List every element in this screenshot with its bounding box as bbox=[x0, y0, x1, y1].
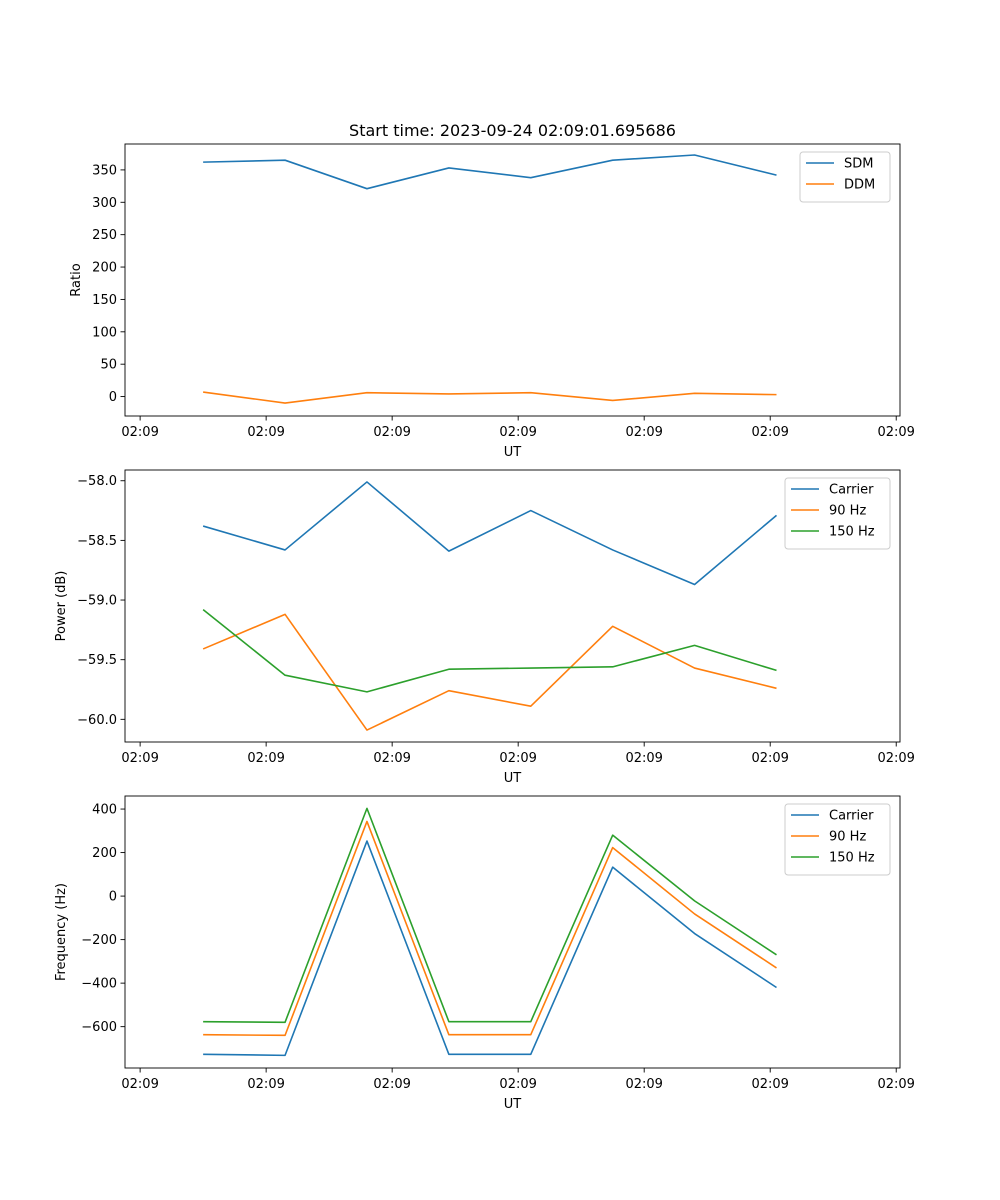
y-tick-label: 200 bbox=[92, 846, 117, 861]
x-tick-label: 02:09 bbox=[373, 1077, 410, 1092]
legend-label: 150 Hz bbox=[829, 525, 875, 540]
y-axis-label: Frequency (Hz) bbox=[54, 883, 69, 981]
chart-panel-1: 02:0902:0902:0902:0902:0902:0902:0902:10… bbox=[69, 143, 915, 460]
x-tick-label: 02:09 bbox=[877, 751, 914, 766]
series-line-90-hz bbox=[203, 820, 777, 1037]
series-line-150-hz bbox=[202, 608, 777, 693]
series-line-carrier bbox=[202, 481, 778, 586]
y-tick-label: 50 bbox=[100, 358, 117, 373]
legend-label: SDM bbox=[844, 157, 873, 172]
x-tick-label: 02:09 bbox=[751, 751, 788, 766]
y-tick-label: −59.5 bbox=[77, 653, 117, 668]
series-line-90-hz bbox=[202, 613, 777, 731]
y-tick-label: −58.5 bbox=[77, 534, 117, 549]
y-tick-label: −200 bbox=[81, 933, 117, 948]
x-axis-label: UT bbox=[504, 1097, 522, 1112]
legend: SDM DDM bbox=[799, 151, 891, 203]
x-tick-label: 02:09 bbox=[373, 751, 410, 766]
x-tick-label: 02:09 bbox=[121, 425, 158, 440]
legend-label: 90 Hz bbox=[829, 830, 866, 845]
y-tick-label: −58.0 bbox=[77, 474, 117, 489]
x-tick-label: 02:09 bbox=[121, 751, 158, 766]
x-tick-label: 02:09 bbox=[499, 1077, 536, 1092]
y-tick-label: 400 bbox=[92, 803, 117, 818]
series-line-ddm bbox=[203, 391, 777, 404]
x-tick-label: 02:09 bbox=[247, 425, 284, 440]
x-tick-label: 02:09 bbox=[625, 751, 662, 766]
axes-frame bbox=[124, 469, 901, 743]
series-line-sdm bbox=[203, 154, 777, 190]
x-axis-label: UT bbox=[504, 445, 522, 460]
series-line-carrier bbox=[203, 840, 777, 1057]
y-tick-label: 150 bbox=[92, 293, 117, 308]
legend-label: 150 Hz bbox=[829, 851, 875, 866]
y-tick-label: −60.0 bbox=[77, 713, 117, 728]
x-tick-label: 02:09 bbox=[877, 425, 914, 440]
y-axis-label: Ratio bbox=[69, 263, 84, 296]
x-tick-label: 02:09 bbox=[625, 425, 662, 440]
y-axis-label: Power (dB) bbox=[54, 571, 69, 642]
legend-label: 90 Hz bbox=[829, 504, 866, 519]
x-tick-label: 02:09 bbox=[499, 751, 536, 766]
x-tick-label: 02:09 bbox=[247, 751, 284, 766]
legend: Carrier 90 Hz 150 Hz bbox=[784, 803, 891, 876]
y-tick-label: 250 bbox=[92, 228, 117, 243]
x-tick-label: 02:09 bbox=[499, 425, 536, 440]
y-tick-label: −400 bbox=[81, 977, 117, 992]
y-tick-label: 0 bbox=[109, 390, 117, 405]
legend-label: DDM bbox=[844, 178, 875, 193]
y-tick-label: 0 bbox=[109, 890, 117, 905]
axes-frame bbox=[124, 795, 901, 1069]
y-tick-label: 100 bbox=[92, 325, 117, 340]
legend-box bbox=[799, 151, 891, 203]
y-tick-label: −600 bbox=[81, 1020, 117, 1035]
axes-frame bbox=[124, 143, 901, 417]
figure-title: Start time: 2023-09-24 02:09:01.695686 bbox=[349, 121, 676, 140]
series-line-150-hz bbox=[203, 807, 777, 1024]
x-tick-label: 02:09 bbox=[121, 1077, 158, 1092]
legend-label: Carrier bbox=[829, 483, 874, 498]
x-axis-label: UT bbox=[504, 771, 522, 786]
y-tick-label: 200 bbox=[92, 261, 117, 276]
legend: Carrier 90 Hz 150 Hz bbox=[784, 477, 891, 550]
x-tick-label: 02:09 bbox=[625, 1077, 662, 1092]
x-tick-label: 02:09 bbox=[751, 425, 788, 440]
chart-panel-2: 02:0902:0902:0902:0902:0902:0902:0902:10… bbox=[54, 469, 915, 786]
x-tick-label: 02:09 bbox=[373, 425, 410, 440]
x-tick-label: 02:09 bbox=[877, 1077, 914, 1092]
chart-panel-3: 02:0902:0902:0902:0902:0902:0902:0902:10… bbox=[54, 795, 915, 1112]
x-tick-label: 02:09 bbox=[247, 1077, 284, 1092]
legend-label: Carrier bbox=[829, 809, 874, 824]
y-tick-label: 300 bbox=[92, 196, 117, 211]
y-tick-label: 350 bbox=[92, 163, 117, 178]
y-tick-label: −59.0 bbox=[77, 594, 117, 609]
x-tick-label: 02:09 bbox=[751, 1077, 788, 1092]
